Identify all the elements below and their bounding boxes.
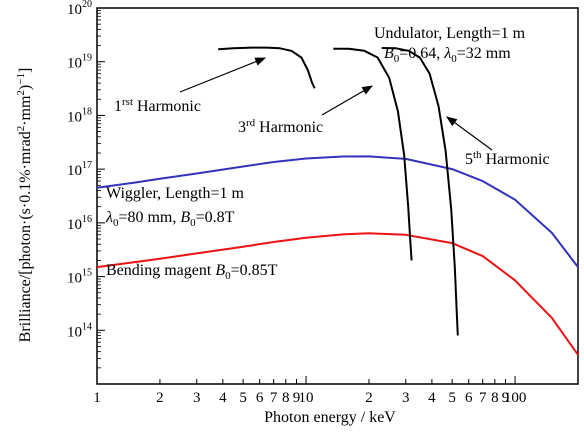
series-line-5	[381, 47, 459, 336]
x-tick-label: 10	[299, 390, 314, 406]
y-tick-label: 1019	[67, 53, 92, 72]
y-tick-label: 1020	[67, 0, 92, 18]
x-tick-label: 6	[465, 390, 473, 406]
series-line-2	[96, 232, 579, 356]
y-tick-label: 1016	[67, 214, 92, 233]
plot-frame	[96, 7, 579, 385]
harmonic-3-label: 3rd Harmonic	[238, 117, 323, 136]
undulator-label-line1: Undulator, Length=1 m	[374, 25, 526, 42]
y-tick-label: 1015	[67, 268, 92, 287]
harmonic-1-label: 1rst Harmonic	[114, 96, 201, 115]
x-tick-label: 7	[479, 390, 487, 406]
x-tick-label: 4	[428, 390, 436, 406]
x-tick-label: 5	[239, 390, 247, 406]
wiggler-label-line1: Wiggler, Length=1 m	[106, 185, 244, 202]
x-tick-label: 6	[256, 390, 264, 406]
x-tick-label: 8	[282, 390, 290, 406]
x-tick-label: 9	[502, 390, 510, 406]
x-tick-label: 9	[293, 390, 301, 406]
x-tick-label: 8	[491, 390, 499, 406]
x-tick-label: 7	[270, 390, 278, 406]
series-line-4	[333, 47, 413, 261]
harmonic-5-label: 5th Harmonic	[465, 149, 550, 168]
x-tick-label: 100	[504, 390, 527, 406]
series-line-3	[218, 46, 316, 89]
y-tick-label: 1014	[67, 321, 92, 340]
x-tick-label: 3	[193, 390, 201, 406]
x-tick-label: 2	[365, 390, 373, 406]
series-line-1	[96, 155, 579, 268]
x-axis-label: Photon energy / keV	[264, 409, 396, 426]
harmonic-1-arrow	[179, 57, 267, 93]
series-layer	[96, 46, 579, 356]
x-tick-label: 2	[156, 390, 164, 406]
plot-border	[96, 7, 579, 385]
y-tick-label: 1017	[67, 160, 92, 179]
bending-magnet-label: Bending magent B0=0.85T	[106, 262, 278, 282]
harmonic-5-arrow	[446, 116, 493, 151]
y-tick-label: 1018	[67, 106, 92, 125]
x-tick-label: 4	[219, 390, 227, 406]
x-tick-label: 1	[93, 390, 101, 406]
wiggler-label-line2: λ0=80 mm, B0=0.8T	[105, 209, 235, 229]
undulator-label-line2: B0=0.64, λ0=32 mm	[384, 45, 511, 65]
x-tick-label: 5	[448, 390, 456, 406]
harmonic-3-arrow	[321, 85, 373, 116]
tick-layer: 1 2 3 4 5 6 7 8 910 2 3 4 5 6 7 8 9100101410151016101710…	[67, 0, 579, 406]
y-axis-label: Brilliance/[photon·(s·0.1%·mrad2·mm2)−1]	[15, 68, 34, 343]
x-tick-label: 3	[402, 390, 410, 406]
